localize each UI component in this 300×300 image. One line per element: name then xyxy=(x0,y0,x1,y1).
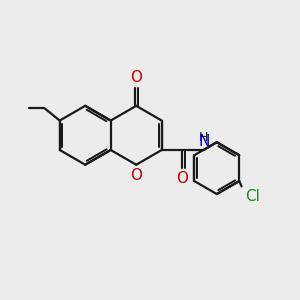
Text: O: O xyxy=(130,168,142,183)
Text: O: O xyxy=(130,70,142,85)
Text: Cl: Cl xyxy=(245,189,260,204)
Text: N: N xyxy=(198,134,209,148)
Text: O: O xyxy=(176,171,188,186)
Text: H: H xyxy=(199,131,208,144)
